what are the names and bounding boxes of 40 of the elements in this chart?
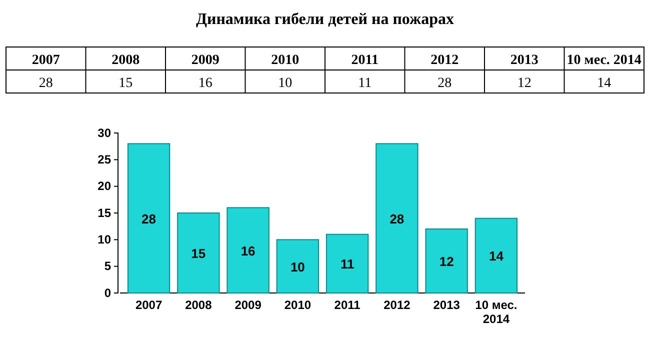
x-tick-label: 10 мес. 2014	[475, 298, 518, 326]
category-label: 2010	[271, 53, 300, 68]
data-label: 15	[191, 246, 206, 261]
data-label: 14	[488, 248, 504, 264]
x-tick-label: 2013	[433, 298, 460, 312]
y-tick-label: 5	[104, 259, 112, 274]
text: 28	[438, 76, 452, 91]
text: 10	[278, 76, 292, 91]
x-tick-label: 2012	[384, 298, 411, 312]
text: 28	[38, 76, 53, 91]
data-label: 10	[290, 259, 305, 274]
x-tick-label: 2010	[284, 298, 312, 312]
category-label: 2011	[351, 53, 378, 68]
data-label: 28	[142, 211, 156, 226]
y-tick-label: 0	[104, 286, 112, 300]
x-tick-label: 2009	[234, 298, 262, 312]
text: 15	[118, 76, 133, 91]
category-label: 10 мес. 2014	[566, 53, 642, 68]
x-tick-label: 2007	[135, 298, 162, 312]
y-tick-label: 10	[98, 232, 112, 247]
y-tick-label: 15	[98, 206, 112, 220]
data-label: 11	[340, 256, 354, 272]
category-label: 2008	[112, 53, 140, 68]
category-label: 2013	[510, 53, 538, 68]
category-label: 2009	[191, 53, 220, 68]
category-label: 2012	[430, 53, 459, 68]
y-tick-label: 20	[98, 179, 112, 194]
data-label: 28	[390, 211, 404, 226]
data-label: 12	[439, 254, 454, 269]
data-label: 16	[240, 243, 256, 258]
category-label: 2007	[32, 53, 60, 68]
chart-title: Динамика гибели детей на пожарах	[196, 11, 454, 28]
text: 16	[198, 76, 212, 91]
text: 14	[597, 76, 612, 91]
y-tick-label: 30	[98, 126, 112, 140]
x-tick-label: 2011	[334, 298, 361, 312]
text: 12	[517, 76, 532, 91]
x-tick-label: 2008	[185, 298, 212, 312]
text: 11	[358, 76, 372, 91]
y-tick-label: 25	[98, 152, 112, 167]
